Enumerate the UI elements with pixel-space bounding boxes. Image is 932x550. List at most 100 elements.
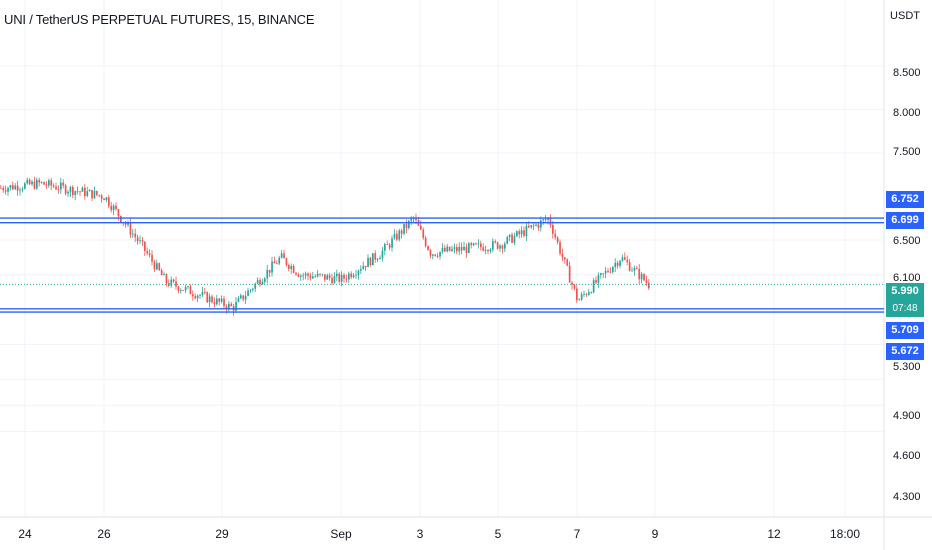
candle-down — [434, 254, 437, 256]
time-tick: 29 — [215, 527, 229, 541]
candle-down — [283, 253, 285, 259]
candle-down — [369, 257, 372, 266]
candle-up — [403, 223, 405, 234]
candle-up — [352, 275, 355, 278]
candle-down — [501, 245, 504, 249]
time-tick: 18:00 — [829, 527, 861, 541]
candle-up — [492, 241, 494, 250]
candle-down — [28, 179, 31, 185]
candle-down — [160, 270, 163, 276]
candle-up — [348, 273, 350, 280]
candle-down — [292, 266, 295, 273]
candle-down — [213, 302, 216, 305]
candle-down — [523, 230, 525, 236]
candle-down — [177, 286, 180, 292]
candle-down — [518, 231, 521, 235]
candle-down — [165, 274, 168, 284]
candle-down — [350, 273, 353, 278]
candle-down — [338, 273, 341, 282]
candle-down — [189, 286, 192, 295]
symbol-title[interactable]: UNI / TetherUS PERPETUAL FUTURES, 15, BI… — [4, 12, 315, 27]
candle-down — [436, 255, 439, 257]
candle-down — [415, 217, 417, 221]
candle-down — [96, 190, 98, 195]
candle-down — [206, 292, 209, 303]
candle-up — [463, 246, 465, 251]
candle-up — [619, 260, 621, 266]
candle-up — [376, 259, 379, 260]
candle-up — [547, 217, 549, 220]
candle-down — [568, 265, 571, 283]
level-badge-lower-top: 5.709 — [886, 322, 924, 339]
candle-up — [280, 253, 283, 258]
candle-down — [559, 242, 561, 254]
candle-down — [144, 241, 146, 251]
candle-down — [33, 181, 36, 189]
candle-down — [158, 263, 161, 271]
candle-down — [12, 185, 14, 190]
candle-down — [556, 237, 559, 243]
candle-up — [333, 276, 336, 284]
candle-up — [184, 286, 187, 291]
candle-up — [237, 298, 240, 302]
candle-up — [304, 273, 307, 276]
candle-down — [626, 259, 629, 263]
candle-up — [621, 257, 624, 261]
candle-down — [38, 179, 41, 183]
candle-up — [240, 295, 242, 299]
candle-down — [273, 261, 276, 264]
candle-down — [91, 189, 93, 199]
candle-up — [312, 276, 314, 279]
candle-down — [364, 265, 367, 268]
candle-down — [549, 217, 552, 225]
candle-down — [288, 264, 290, 269]
candle-down — [194, 296, 197, 299]
candle-down — [345, 278, 348, 280]
candle-down — [136, 237, 139, 241]
candle-up — [14, 185, 17, 190]
candle-up — [196, 295, 199, 299]
candle-down — [496, 242, 499, 249]
time-tick: 26 — [97, 527, 111, 541]
candle-up — [86, 191, 89, 197]
candle-up — [451, 248, 453, 251]
candle-down — [638, 268, 641, 280]
candle-up — [216, 298, 218, 305]
candle-down — [319, 273, 321, 275]
candle-down — [72, 187, 74, 196]
price-tick: 7.500 — [893, 146, 921, 158]
candle-up — [180, 290, 182, 292]
candle-up — [360, 269, 362, 271]
candle-down — [4, 190, 7, 192]
candle-down — [573, 284, 576, 289]
candle-down — [129, 223, 132, 235]
candle-up — [40, 182, 43, 183]
candle-up — [614, 262, 617, 268]
candle-down — [609, 271, 612, 273]
candle-up — [535, 224, 537, 226]
candle-up — [362, 265, 365, 270]
candle-up — [391, 238, 393, 248]
candle-up — [504, 243, 506, 249]
candle-down — [153, 261, 156, 270]
candle-down — [482, 247, 485, 251]
candle-down — [307, 273, 309, 276]
candle-down — [544, 219, 547, 221]
candle-up — [235, 301, 237, 311]
candle-up — [540, 220, 542, 228]
candle-down — [211, 296, 213, 303]
candle-up — [321, 274, 324, 276]
level-badge-upper-bottom: 6.699 — [886, 212, 924, 229]
candle-up — [163, 274, 165, 276]
candle-down — [182, 290, 185, 292]
candle-up — [631, 270, 633, 272]
candle-up — [516, 231, 518, 237]
candle-up — [432, 254, 434, 256]
candle-down — [108, 197, 110, 206]
price-tick: 8.500 — [893, 67, 921, 79]
candle-up — [600, 273, 602, 275]
candle-down — [225, 306, 228, 310]
price-tick: 6.100 — [893, 272, 921, 284]
candle-down — [386, 244, 389, 245]
